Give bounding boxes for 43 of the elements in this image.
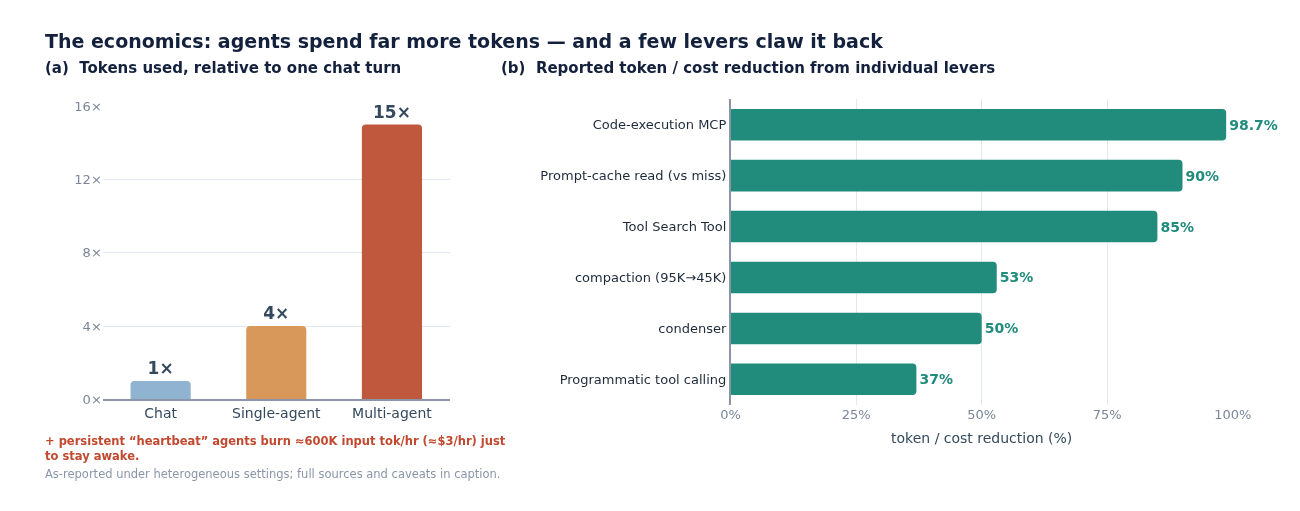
y-tick-label: 0× (82, 391, 102, 407)
y-tick-label: 4× (82, 318, 102, 334)
y-tick-label: Programmatic tool calling (559, 371, 727, 387)
text: + persistent “heartbeat” agents burn ≈600K input tok/hr (≈$3/hr) just to stay awake. (45, 434, 506, 463)
bar (130, 381, 191, 400)
y-tick-label: 8× (82, 245, 102, 261)
x-tick-label: 50% (967, 406, 997, 422)
data-label: 15× (372, 101, 411, 122)
y-tick-label: condenser (658, 320, 727, 336)
bar (730, 108, 1227, 141)
chart-subtitle: (a) Tokens used, relative to one chat turn (45, 59, 402, 77)
data-label: 37% (919, 371, 953, 388)
bar (246, 326, 307, 400)
x-tick-label: Single-agent (232, 404, 322, 421)
data-label: 98.7% (1229, 116, 1278, 133)
x-tick-label: 100% (1214, 406, 1252, 422)
y-tick-label: compaction (95K→45K) (574, 270, 727, 286)
bar (730, 159, 1183, 192)
data-label: 1× (147, 358, 174, 379)
y-tick-label: 16× (74, 98, 102, 114)
bar (730, 363, 917, 396)
data-label: 85% (1160, 218, 1194, 235)
x-tick-label: Multi-agent (352, 404, 433, 421)
chart-title: The economics: agents spend far more tokens — and a few levers claw it back (45, 30, 884, 52)
bar (730, 312, 982, 345)
x-tick-label: 0% (720, 406, 741, 422)
chart-title: (b) Reported token / cost reduction from individual levers (501, 59, 996, 77)
bar (730, 210, 1158, 243)
data-label: 53% (999, 269, 1034, 286)
x-tick-label: 75% (1092, 406, 1122, 422)
x-axis-title: token / cost reduction (%) (891, 430, 1073, 447)
bar (361, 124, 422, 400)
y-tick-label: 12× (74, 172, 102, 188)
y-tick-label: Prompt-cache read (vs miss) (540, 168, 727, 184)
text: As-reported under heterogeneous settings; full sources and caveats in caption. (45, 467, 501, 481)
x-tick-label: 25% (841, 406, 871, 422)
y-tick-label: Code-execution MCP (592, 117, 727, 133)
bar (730, 261, 997, 294)
data-label: 50% (984, 320, 1019, 337)
x-tick-label: Chat (144, 404, 178, 421)
y-tick-label: Tool Search Tool (621, 219, 727, 235)
data-label: 4× (263, 303, 290, 324)
data-label: 90% (1185, 167, 1220, 184)
